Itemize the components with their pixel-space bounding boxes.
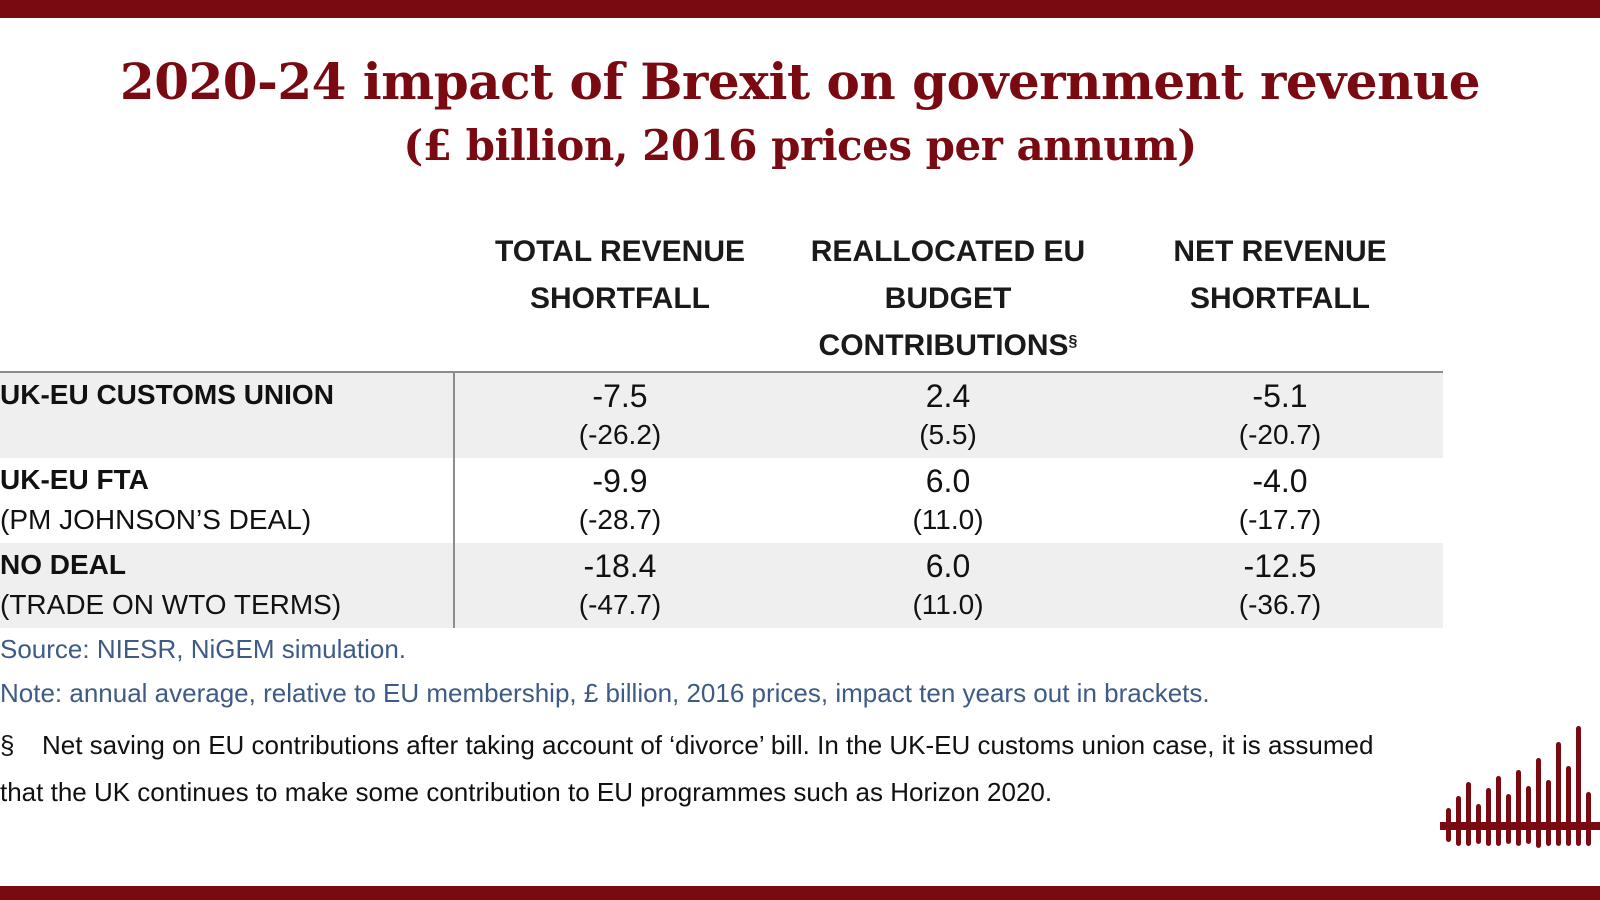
bottom-accent-bar <box>0 886 1600 900</box>
column-header-net-revenue-shortfall: NET REVENUE SHORTFALL <box>1173 235 1387 315</box>
footnote-line: that the UK continues to make some contr… <box>0 777 1053 807</box>
table-cell: 2.4 (5.5) <box>919 378 977 450</box>
table-cell: -4.0 (-17.7) <box>1238 463 1322 535</box>
table-cell: -7.5 (-26.2) <box>578 378 662 450</box>
column-header-total-revenue-shortfall: TOTAL REVENUE SHORTFALL <box>494 235 746 315</box>
soundwave-bars-logo-icon <box>1440 726 1600 848</box>
top-accent-bar <box>0 0 1600 18</box>
table-row: NO DEAL (TRADE ON WTO TERMS) -18.4 (-47.7… <box>0 543 1443 628</box>
footnote-line: § Net saving on EU contributions after ta… <box>0 722 1540 768</box>
table-row: UK-EU FTA (PM JOHNSON’S DEAL) -9.9 (-28.7… <box>0 458 1443 543</box>
row-label: UK-EU CUSTOMS UNION <box>0 379 334 410</box>
method-note: Note: annual average, relative to EU mem… <box>0 678 1210 708</box>
table-row: UK-EU CUSTOMS UNION -7.5 (-26.2) 2.4 (5.5)… <box>0 373 1443 458</box>
row-label: NO DEAL (TRADE ON WTO TERMS) <box>0 549 342 620</box>
table-cell: -9.9 (-28.7) <box>578 463 662 535</box>
source-note: Source: NIESR, NiGEM simulation. <box>0 634 407 664</box>
row-label: UK-EU FTA (PM JOHNSON’S DEAL) <box>0 464 312 535</box>
section-symbol: § <box>1068 333 1078 350</box>
column-header-reallocated-eu-budget: REALLOCATED EU BUDGET CONTRIBUTIONS§ <box>810 235 1086 362</box>
table-cell: -12.5 (-36.7) <box>1238 548 1322 620</box>
table-header-divider <box>0 371 1443 373</box>
table-cell: 6.0 (11.0) <box>912 548 984 620</box>
table-label-divider <box>453 372 455 628</box>
page-subtitle: (£ billion, 2016 prices per annum) <box>403 121 1197 170</box>
table-cell: -5.1 (-20.7) <box>1238 378 1322 450</box>
table-cell: 6.0 (11.0) <box>912 463 984 535</box>
page-title: 2020-24 impact of Brexit on government r… <box>119 52 1481 111</box>
table-cell: -18.4 (-47.7) <box>578 548 662 620</box>
section-symbol: § <box>0 730 15 760</box>
